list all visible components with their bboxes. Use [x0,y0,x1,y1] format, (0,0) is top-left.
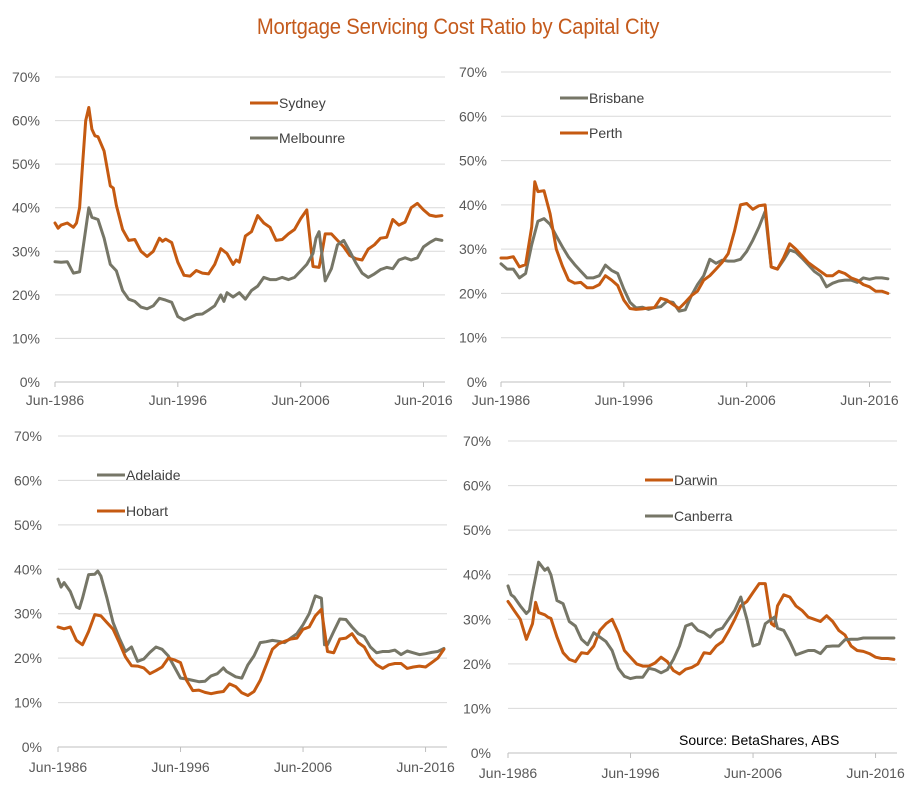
series-line-brisbane [499,210,890,313]
y-tick-label: 20% [12,287,40,303]
x-tick-label: Jun-2006 [274,759,333,775]
series-line-sydney [53,106,444,278]
chart-panel-bottom-right: 0% 10% 20% 30% 40% 50% 60% 70% Jun-1986 Jun-1996 J… [463,433,905,781]
y-tick-label: 20% [14,650,42,666]
legend-label: Perth [589,125,622,141]
x-tick-label: Jun-2006 [271,392,330,408]
x-tick-label: Jun-1986 [29,759,88,775]
series-line-canberra [506,560,896,681]
y-tick-label: 0% [471,745,491,761]
y-tick-label: 40% [459,197,487,213]
y-tick-label: 10% [459,330,487,346]
y-tick-label: 20% [463,656,491,672]
x-tick-label: Jun-1996 [149,392,208,408]
y-tick-label: 60% [12,113,40,129]
legend-label: Brisbane [589,90,644,106]
y-tick-label: 40% [14,561,42,577]
y-tick-label: 40% [12,200,40,216]
x-tick-label: Jun-1986 [472,392,531,408]
x-tick-label: Jun-1996 [601,765,660,781]
chart-title: Mortgage Servicing Cost Ratio by Capital… [256,14,660,39]
x-tick-label: Jun-1996 [595,392,654,408]
x-tick-label: Jun-2006 [724,765,783,781]
x-tick-label: Jun-2016 [396,759,455,775]
y-tick-label: 10% [463,700,491,716]
y-tick-label: 30% [463,611,491,627]
legend-label: Sydney [279,95,326,111]
source-annotation: Source: BetaShares, ABS [679,732,839,748]
x-tick-label: Jun-1986 [479,765,538,781]
y-tick-label: 70% [12,69,40,85]
y-tick-label: 30% [14,606,42,622]
chart-panel-bottom-left: 0% 10% 20% 30% 40% 50% 60% 70% Jun-1986 Jun-1996 J… [14,428,455,775]
x-tick-label: Jun-2016 [846,765,905,781]
y-tick-label: 70% [459,64,487,80]
x-tick-label: Jun-2006 [717,392,776,408]
legend-label: Adelaide [126,467,181,483]
chart-panel-top-left: 0% 10% 20% 30% 40% 50% 60% 70% Jun-1986 Jun-1996 J… [12,69,453,408]
y-tick-label: 60% [459,108,487,124]
x-tick-label: Jun-1996 [151,759,210,775]
y-tick-label: 40% [463,567,491,583]
y-tick-label: 10% [12,330,40,346]
y-tick-label: 30% [12,243,40,259]
legend-label: Melbounre [279,130,345,146]
x-tick-label: Jun-2016 [840,392,899,408]
y-tick-label: 70% [463,433,491,449]
y-tick-label: 0% [467,374,487,390]
series-line-melbourne [53,206,444,322]
y-tick-label: 50% [12,156,40,172]
legend-label: Hobart [126,503,168,519]
y-tick-label: 50% [14,517,42,533]
y-tick-label: 60% [463,478,491,494]
y-tick-label: 60% [14,472,42,488]
y-tick-label: 50% [463,522,491,538]
legend-label: Canberra [674,508,733,524]
x-tick-label: Jun-2016 [394,392,453,408]
chart-panel-top-right: 0% 10% 20% 30% 40% 50% 60% 70% Jun-1986 Jun-1996 J… [459,64,899,408]
series-line-darwin [506,582,896,676]
y-tick-label: 20% [459,285,487,301]
y-tick-label: 0% [22,739,42,755]
y-tick-label: 10% [14,695,42,711]
y-tick-label: 30% [459,241,487,257]
legend-label: Darwin [674,472,718,488]
y-tick-label: 0% [20,374,40,390]
x-tick-label: Jun-1986 [26,392,85,408]
series-line-hobart [56,607,446,697]
y-tick-label: 70% [14,428,42,444]
series-line-adelaide [56,569,446,684]
series-line-perth [499,180,890,311]
y-tick-label: 50% [459,153,487,169]
